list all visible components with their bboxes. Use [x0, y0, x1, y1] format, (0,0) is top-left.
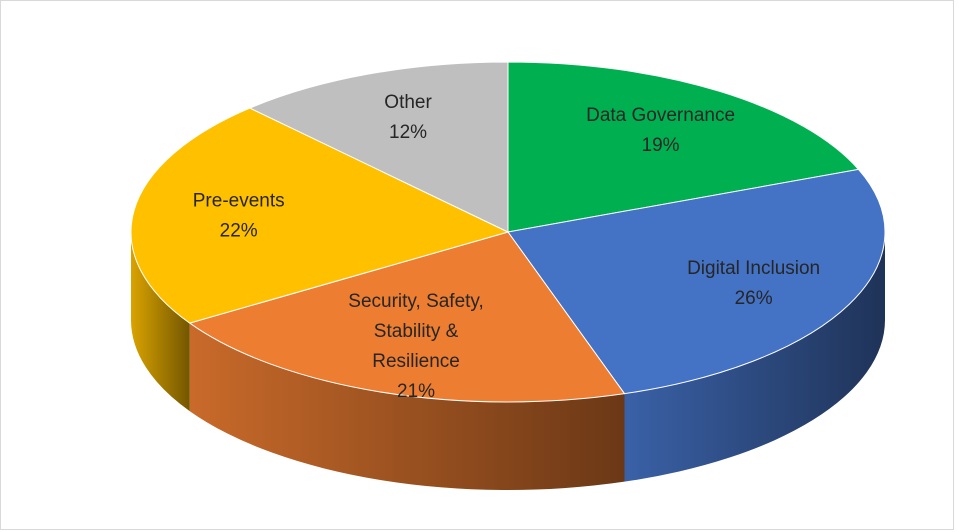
pie-side [189, 323, 625, 490]
data-label-value: 22% [220, 221, 258, 242]
data-label-category: Data Governance [586, 105, 735, 126]
pie-slice [507, 61, 860, 233]
data-label-category: Digital Inclusion [687, 258, 820, 279]
pie-side [624, 232, 885, 482]
pie-slice [507, 168, 886, 395]
pie-side [131, 232, 190, 412]
data-label-value: 12% [389, 122, 427, 143]
pie-slice [130, 107, 510, 324]
label-line: Security, Safety, [348, 291, 484, 312]
data-label-category: Pre-events [193, 191, 285, 212]
pie-slice [248, 61, 509, 233]
pie-slice [188, 231, 626, 403]
data-label-category: Other [384, 92, 432, 113]
data-label-value: 26% [735, 288, 773, 309]
label-line: Stability & [374, 321, 459, 342]
data-label-value: 19% [642, 135, 680, 156]
data-label-category: Security, Safety, Stability & Resilience [348, 291, 484, 372]
label-line: Resilience [372, 351, 460, 372]
data-label-value: 21% [397, 381, 435, 402]
